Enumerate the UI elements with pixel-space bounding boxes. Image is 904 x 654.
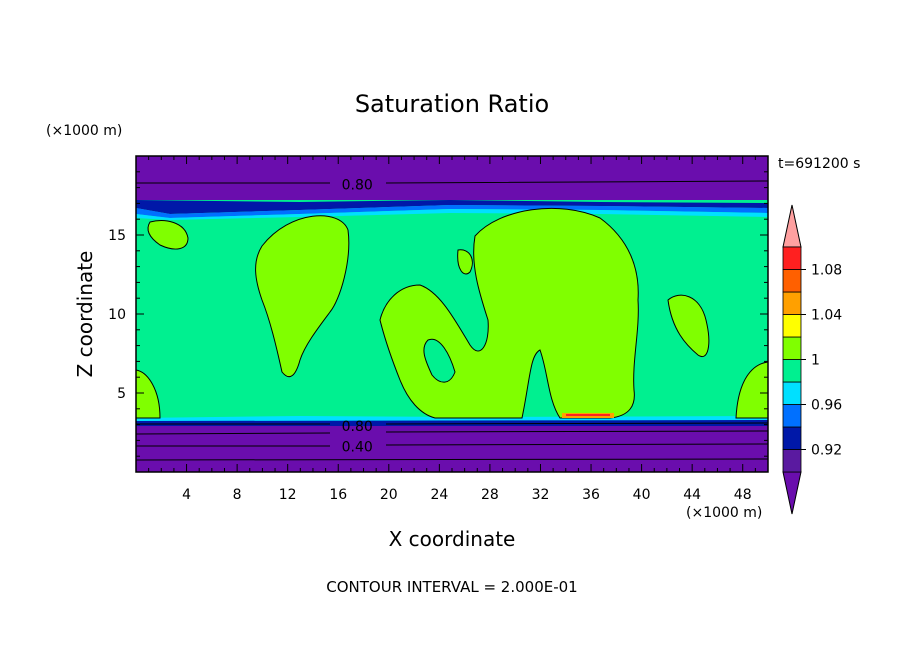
x-axis-label: X coordinate xyxy=(389,527,516,551)
colorbar-label: 1 xyxy=(811,353,820,369)
x-tick-label: 12 xyxy=(279,487,297,503)
colorbar-label: 1.04 xyxy=(811,308,842,324)
x-tick-label: 32 xyxy=(532,487,550,503)
colorbar-band xyxy=(782,426,802,450)
x-tick-label: 40 xyxy=(633,487,651,503)
colorbar-band xyxy=(782,449,802,473)
x-tick-label: 8 xyxy=(233,487,242,503)
y-axis-label: Z coordinate xyxy=(73,251,97,378)
y-unit-label: (×1000 m) xyxy=(46,123,122,139)
upper-layer xyxy=(136,156,768,200)
contour-label: 0.80 xyxy=(342,177,373,193)
x-tick-label: 24 xyxy=(430,487,448,503)
contour-lines xyxy=(136,180,768,461)
green-regions xyxy=(136,207,768,419)
colorbar-band xyxy=(782,269,802,293)
x-tick-label: 4 xyxy=(182,487,191,503)
y-tick-label: 15 xyxy=(108,228,126,244)
colorbar-band xyxy=(782,314,802,338)
y-tick-label: 10 xyxy=(108,307,126,323)
x-unit-label: (×1000 m) xyxy=(686,505,762,521)
colorbar-band xyxy=(782,404,802,428)
colorbar-band xyxy=(782,246,802,270)
y-axis: 5 10 15 xyxy=(108,171,768,457)
x-axis: 4 8 12 16 20 24 28 32 36 40 44 48 xyxy=(148,156,756,503)
colorbar-label: 0.92 xyxy=(811,443,842,459)
x-tick-label: 48 xyxy=(734,487,752,503)
plot-area xyxy=(136,156,768,472)
colorbar: 1.08 1.04 1 0.96 0.92 xyxy=(782,204,842,515)
colorbar-band xyxy=(782,291,802,315)
colorbar-band xyxy=(782,204,802,248)
colorbar-band xyxy=(782,471,802,515)
contour-label: 0.80 xyxy=(342,419,373,435)
contour-label: 0.40 xyxy=(342,440,373,456)
colorbar-label: 1.08 xyxy=(811,263,842,279)
colorbar-band xyxy=(782,381,802,405)
contour-interval-footer: CONTOUR INTERVAL = 2.000E-01 xyxy=(326,578,577,596)
upper-mid-band xyxy=(136,205,768,218)
colorbar-band xyxy=(782,336,802,360)
colorbar-band xyxy=(782,359,802,383)
x-tick-label: 16 xyxy=(329,487,347,503)
time-label: t=691200 s xyxy=(778,156,860,172)
x-tick-label: 28 xyxy=(481,487,499,503)
x-tick-label: 20 xyxy=(380,487,398,503)
upper-blue-band xyxy=(136,200,768,214)
y-tick-label: 5 xyxy=(117,386,126,402)
x-tick-label: 44 xyxy=(683,487,701,503)
contour-labels: 0.80 0.80 0.40 xyxy=(342,177,373,455)
hot-spot-core xyxy=(566,414,610,416)
upper-cyan-band xyxy=(136,209,768,220)
x-tick-label: 36 xyxy=(582,487,600,503)
chart-title: Saturation Ratio xyxy=(355,90,549,118)
colorbar-label: 0.96 xyxy=(811,398,842,414)
